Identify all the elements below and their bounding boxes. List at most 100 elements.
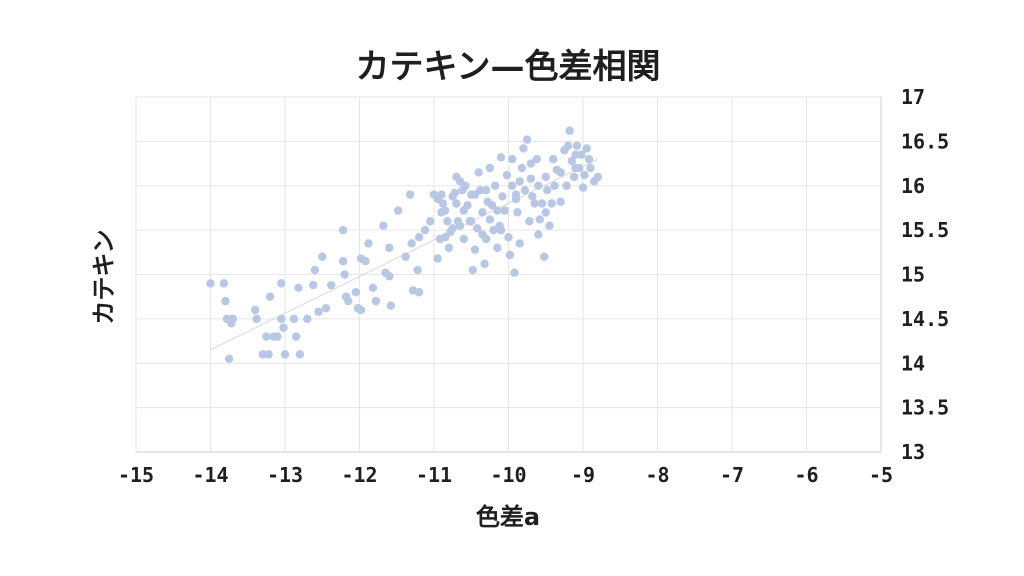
data-point	[490, 181, 500, 190]
data-point	[356, 305, 366, 315]
data-point	[541, 172, 550, 182]
axes	[136, 97, 882, 453]
data-point	[467, 217, 476, 226]
data-point	[534, 181, 543, 190]
data-point	[528, 192, 537, 201]
data-point	[517, 163, 527, 173]
y-tick-label: 14	[901, 351, 925, 375]
data-point	[251, 305, 260, 315]
data-point	[513, 208, 522, 217]
data-point	[519, 144, 528, 153]
data-points	[206, 126, 603, 364]
data-point	[437, 208, 446, 217]
data-point	[493, 206, 502, 215]
data-point	[433, 194, 442, 204]
data-point	[338, 256, 348, 266]
data-point	[414, 233, 424, 242]
data-point	[368, 283, 378, 293]
data-point	[556, 197, 565, 206]
data-point	[541, 208, 550, 217]
data-point	[326, 280, 336, 290]
data-point	[511, 194, 521, 204]
data-point	[318, 252, 327, 261]
data-point	[291, 332, 301, 341]
data-point	[493, 243, 502, 253]
data-point	[450, 188, 460, 198]
data-point	[478, 230, 487, 239]
x-tick-label: -8	[645, 463, 669, 487]
data-point	[289, 314, 299, 324]
y-tick-label: 15	[901, 263, 925, 287]
data-point	[219, 279, 229, 288]
data-point	[252, 314, 261, 324]
data-point	[485, 215, 495, 224]
data-point	[455, 221, 465, 230]
data-point	[448, 224, 457, 233]
data-point	[485, 163, 495, 173]
x-tick-label: -10	[490, 463, 526, 487]
data-point	[481, 185, 491, 195]
data-point	[361, 256, 370, 266]
data-point	[572, 141, 582, 151]
data-point	[321, 304, 331, 313]
data-point	[407, 239, 416, 248]
y-tick-label: 17	[901, 85, 925, 109]
data-point	[224, 354, 234, 364]
data-point	[443, 217, 452, 226]
data-point	[584, 154, 594, 164]
chart-title: カテキン—色差相関	[356, 47, 661, 87]
data-point	[502, 170, 512, 180]
data-point	[414, 288, 424, 297]
data-point	[520, 185, 530, 195]
data-point	[498, 192, 507, 201]
data-point	[228, 314, 238, 324]
y-tick-label: 14.5	[901, 307, 949, 331]
data-point	[543, 185, 552, 195]
data-point	[371, 296, 381, 306]
data-point	[258, 350, 267, 359]
data-point	[340, 270, 349, 279]
data-point	[262, 332, 271, 341]
data-point	[351, 288, 360, 297]
y-axis-label: カテキン	[90, 229, 118, 324]
data-point	[547, 199, 556, 208]
data-point	[522, 135, 532, 144]
grid	[135, 96, 882, 453]
data-point	[303, 314, 312, 324]
x-tick-label: -9	[571, 463, 595, 487]
data-point	[294, 283, 303, 293]
data-point	[582, 144, 591, 153]
data-point	[459, 234, 468, 244]
data-point	[575, 163, 584, 173]
data-point	[586, 163, 595, 173]
y-tick-label: 13.5	[901, 396, 949, 420]
data-point	[468, 265, 477, 275]
data-point	[265, 292, 275, 301]
x-tick-label: -5	[869, 463, 893, 487]
x-tick-label: -6	[794, 463, 818, 487]
data-point	[401, 252, 410, 261]
data-point	[508, 154, 517, 164]
data-point	[280, 350, 290, 359]
data-point	[295, 350, 305, 359]
data-point	[473, 224, 482, 233]
x-tick-label: -14	[192, 463, 228, 487]
y-tick-labels: 13 13.5 14 14.5 15 15.5 16 16.5 17	[901, 85, 949, 464]
x-tick-label: -7	[720, 463, 744, 487]
data-point	[550, 181, 559, 190]
data-point	[470, 190, 480, 199]
data-point	[277, 314, 286, 324]
data-point	[545, 221, 554, 230]
data-point	[420, 225, 430, 235]
data-point	[385, 243, 394, 253]
data-point	[444, 243, 454, 253]
data-point	[535, 215, 544, 224]
data-point	[309, 280, 318, 290]
data-point	[532, 154, 542, 164]
data-point	[508, 181, 517, 190]
data-point	[426, 217, 435, 226]
data-point	[264, 350, 273, 359]
data-point	[504, 233, 513, 242]
data-point	[496, 225, 506, 235]
